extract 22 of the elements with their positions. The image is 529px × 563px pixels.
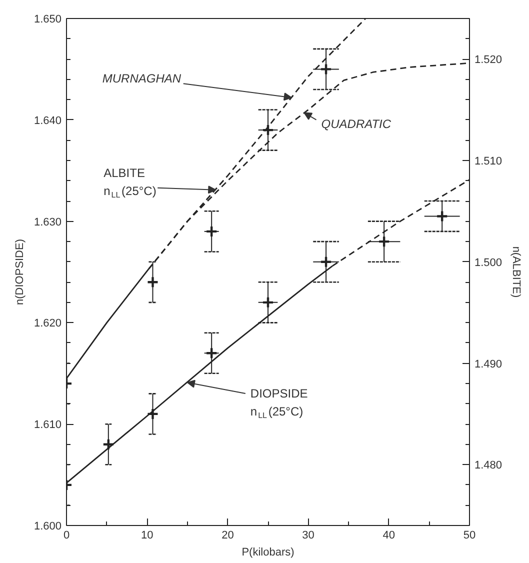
y2-tick-label: 1.490 bbox=[474, 358, 502, 370]
y-tick-label: 1.620 bbox=[34, 318, 62, 330]
x-axis-title: P(kilobars) bbox=[242, 546, 294, 558]
y-tick-label: 1.640 bbox=[34, 114, 62, 127]
y2-tick-label: 1.520 bbox=[474, 54, 502, 66]
annotation: MURNAGHAN bbox=[102, 72, 182, 86]
y2-tick-label: 1.480 bbox=[474, 460, 502, 472]
y-axis-title: n(DIOPSIDE) bbox=[14, 238, 26, 306]
y2-tick-label: 1.500 bbox=[474, 256, 502, 269]
x-tick-label: 20 bbox=[222, 530, 234, 542]
x-tick-label: 0 bbox=[63, 530, 70, 542]
y2-axis-title: n(ALBITE) bbox=[510, 246, 522, 298]
y-tick-label: 1.630 bbox=[34, 216, 62, 228]
y-tick-label: 1.650 bbox=[34, 14, 62, 26]
annotation: QUADRATIC bbox=[321, 116, 392, 131]
y-tick-label: 1.600 bbox=[34, 520, 62, 532]
y2-tick-label: 1.510 bbox=[474, 155, 502, 168]
x-tick-label: 10 bbox=[140, 530, 154, 542]
x-tick-label: 50 bbox=[463, 530, 476, 542]
x-tick-label: 40 bbox=[382, 530, 396, 542]
x-tick-label: 30 bbox=[302, 530, 314, 542]
y-tick-label: 1.610 bbox=[34, 419, 62, 432]
